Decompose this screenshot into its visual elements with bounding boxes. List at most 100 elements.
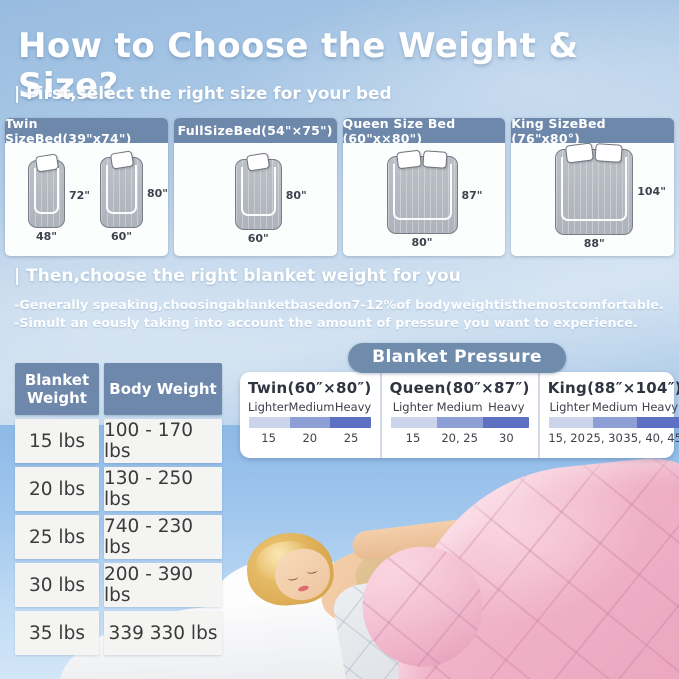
- bed-width-label: 88": [583, 237, 605, 250]
- blanket-weight-cell: 15 lbs: [15, 419, 99, 463]
- pressure-value: 15: [405, 431, 421, 445]
- pressure-values: 15, 20 25, 30 35, 40, 45: [548, 431, 679, 445]
- bar-segment-medium: [592, 417, 637, 428]
- pressure-value: 15: [261, 431, 276, 445]
- size-card-twin-diagram: 72" 48" 80" 60": [5, 143, 168, 256]
- weight-table-header-blanket: Blanket Weight: [15, 363, 99, 415]
- weight-table-header-row: Blanket Weight Body Weight: [15, 363, 222, 415]
- body-weight-cell: 100 - 170 lbs: [104, 419, 222, 463]
- pressure-values: 15 20 25: [248, 431, 372, 445]
- weight-table-header-body: Body Weight: [104, 363, 222, 415]
- pressure-gradient-bar: [390, 417, 529, 428]
- size-card-full-diagram: 80" 60": [174, 143, 337, 256]
- pressure-gradient-bar: [249, 417, 371, 428]
- size-card-twin: Twin SizeBed(39"x74") 72" 48" 80" 60": [5, 118, 168, 256]
- bed-width-label: 60": [247, 232, 269, 245]
- pink-weighted-blanket: [377, 448, 679, 679]
- level-label: Heavy: [334, 400, 372, 414]
- pressure-gradient-bar: [548, 417, 679, 428]
- pressure-column-title: Twin(60″×80″): [248, 379, 372, 397]
- table-row: 35 lbs 339 330 lbs: [15, 611, 222, 655]
- size-card-king-title: King SizeBed (76"x80°): [511, 118, 674, 146]
- size-card-queen-title: Queen Size Bed (60"x×80"): [342, 118, 506, 146]
- blanket-weight-cell: 35 lbs: [15, 611, 99, 655]
- bed-height-label: 104": [637, 185, 666, 199]
- size-card-queen-diagram: 87" 80": [343, 143, 506, 256]
- size-card-king: King SizeBed (76"x80°) 104" 88": [511, 118, 674, 256]
- bed-width-label: 48": [35, 230, 58, 243]
- bed-diagram: 72" 48": [28, 153, 90, 243]
- blanket-pressure-badge: Blanket Pressure: [348, 343, 566, 373]
- level-label: Heavy: [641, 400, 679, 414]
- bed-height-label: 80": [147, 186, 168, 200]
- bar-segment-medium: [289, 417, 331, 428]
- bed-pillow-icon: [109, 150, 134, 170]
- level-label: Lighter: [549, 400, 591, 414]
- pressure-levels: Lighter Medium Heavy: [390, 400, 530, 414]
- bar-segment-heavy: [330, 417, 371, 428]
- bar-segment-lighter: [249, 417, 290, 428]
- size-card-king-diagram: 104" 88": [511, 142, 674, 256]
- bed-pillow-icon: [594, 143, 623, 163]
- table-row: 25 lbs 740 - 230 lbs: [15, 515, 222, 559]
- level-label: Medium: [591, 400, 638, 414]
- size-card-queen: Queen Size Bed (60"x×80") 87" 80": [342, 118, 506, 256]
- body-weight-cell: 339 330 lbs: [104, 611, 222, 655]
- bed-diagram: 80" 60": [234, 152, 307, 245]
- pressure-value: 20, 25: [441, 431, 478, 445]
- bed-pillow-icon: [246, 152, 271, 172]
- pressure-column-title: Queen(80″×87″): [389, 379, 530, 397]
- size-card-twin-title: Twin SizeBed(39"x74"): [5, 118, 168, 146]
- level-label: Medium: [436, 400, 483, 414]
- bar-segment-lighter: [548, 417, 593, 428]
- bed-diagram: 87" 80": [386, 149, 483, 249]
- level-label: Medium: [288, 400, 335, 414]
- closed-eye-left: [286, 573, 299, 582]
- level-label: Heavy: [488, 400, 525, 414]
- pressure-column-queen: Queen(80″×87″) Lighter Medium Heavy 15 2…: [379, 372, 538, 458]
- blanket-weight-cell: 20 lbs: [15, 467, 99, 511]
- bed-width-label: 80": [411, 236, 433, 249]
- table-row: 15 lbs 100 - 170 lbs: [15, 419, 222, 463]
- page-title: How to Choose the Weight & Size?: [18, 26, 579, 106]
- bed-height-label: 87": [461, 188, 483, 202]
- blanket-weight-cell: 25 lbs: [15, 515, 99, 559]
- size-card-full: FullSizeBed(54"×75") 80" 60": [173, 118, 337, 256]
- body-weight-cell: 200 - 390 lbs: [104, 563, 222, 607]
- closed-eye-right: [306, 566, 318, 575]
- bed-pillow-icon: [396, 149, 422, 170]
- body-weight-cell: 130 - 250 lbs: [104, 467, 222, 511]
- pressure-values: 15 20, 25 30: [390, 431, 530, 445]
- pressure-column-twin: Twin(60″×80″) Lighter Medium Heavy 15 20…: [240, 372, 380, 458]
- pressure-column-title: King(88″×104″): [547, 379, 679, 397]
- weight-note-2: -Simult an eously taking into account th…: [14, 316, 638, 331]
- pressure-value: 35, 40, 45: [623, 431, 679, 445]
- size-card-full-title: FullSizeBed(54"×75"): [173, 118, 337, 143]
- section-heading-size: | First,select the right size for your b…: [14, 84, 392, 104]
- bed-height-label: 80": [285, 188, 307, 202]
- weight-note-1: -Generally speaking,choosingablanketbase…: [14, 298, 664, 313]
- bed-pillow-icon: [565, 142, 595, 164]
- pressure-value: 30: [499, 431, 514, 445]
- pressure-levels: Lighter Medium Heavy: [548, 400, 679, 414]
- pressure-value: 25, 30: [586, 431, 623, 445]
- bar-segment-heavy: [636, 417, 679, 428]
- section-heading-weight: | Then,choose the right blanket weight f…: [14, 266, 461, 286]
- bed-height-label: 72": [69, 188, 91, 202]
- bed-width-label: 60": [110, 230, 133, 243]
- bed-size-cards: Twin SizeBed(39"x74") 72" 48" 80" 60" Fu…: [5, 118, 674, 256]
- bed-diagram: 80" 60": [100, 150, 168, 243]
- bed-pillow-icon: [34, 153, 59, 173]
- bed-pillow-icon: [422, 150, 448, 169]
- pressure-value: 25: [343, 431, 359, 445]
- bar-segment-medium: [436, 417, 483, 428]
- body-weight-cell: 740 - 230 lbs: [104, 515, 222, 559]
- pressure-column-king: King(88″×104″) Lighter Medium Heavy 15, …: [537, 372, 679, 458]
- table-row: 20 lbs 130 - 250 lbs: [15, 467, 222, 511]
- weight-table: Blanket Weight Body Weight 15 lbs 100 - …: [15, 363, 222, 659]
- bed-diagram: 104" 88": [555, 142, 666, 250]
- level-label: Lighter: [392, 400, 434, 414]
- blanket-pressure-panel: Blanket Pressure Twin(60″×80″) Lighter M…: [240, 343, 679, 458]
- bar-segment-lighter: [390, 417, 437, 428]
- pressure-levels: Lighter Medium Heavy: [248, 400, 372, 414]
